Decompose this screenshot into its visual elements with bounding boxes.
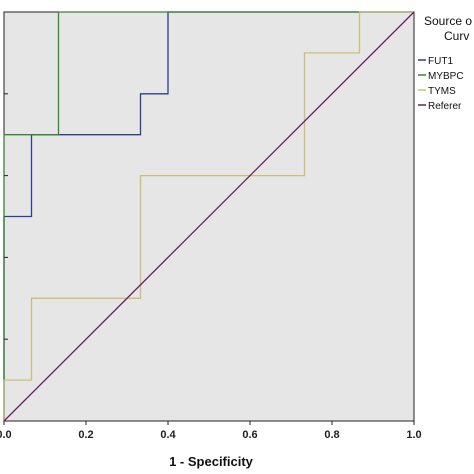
legend-title: Curv bbox=[444, 29, 469, 43]
x-tick-label: 0.2 bbox=[78, 429, 93, 441]
series-line-tyms bbox=[3, 11, 414, 421]
x-tick-label: 1.0 bbox=[406, 429, 421, 441]
series-line-referer bbox=[3, 11, 415, 422]
x-tick-label: 0.0 bbox=[0, 429, 12, 441]
legend-title: Source o bbox=[424, 14, 472, 28]
x-tick-label: 0.8 bbox=[324, 429, 339, 441]
series-line-mybpc bbox=[3, 11, 414, 421]
legend-label: MYBPC bbox=[428, 71, 464, 82]
y-axis bbox=[4, 11, 8, 340]
legend-label: Referer bbox=[428, 101, 462, 112]
legend-label: FUT1 bbox=[428, 56, 453, 67]
series-layer bbox=[3, 11, 415, 422]
x-tick-label: 0.6 bbox=[242, 429, 257, 441]
x-axis: 0.0 0.2 0.4 0.6 0.8 1.0 bbox=[0, 421, 422, 441]
x-tick-label: 0.4 bbox=[160, 429, 176, 441]
legend-label: TYMS bbox=[428, 86, 456, 97]
x-axis-title: 1 - Specificity bbox=[169, 454, 254, 469]
series-line-fut1 bbox=[3, 11, 414, 421]
